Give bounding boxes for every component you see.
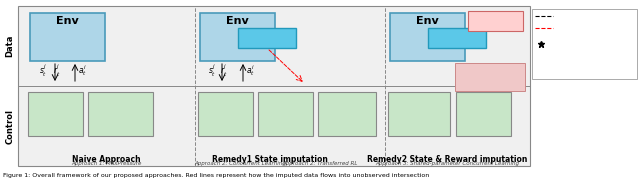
- Text: $a^i_t$: $a^i_t$: [77, 63, 86, 78]
- Bar: [455, 63, 525, 91]
- Text: $r^j_t$: $r^j_t$: [53, 62, 61, 79]
- Text: used for: used for: [555, 47, 582, 52]
- Text: — Data flow from Env: — Data flow from Env: [555, 14, 612, 18]
- Text: Fixed: Fixed: [111, 98, 131, 106]
- Text: Approach 2: Transferred RL: Approach 2: Transferred RL: [282, 161, 358, 167]
- Bar: [468, 11, 523, 31]
- Text: Pressure: Pressure: [271, 113, 300, 119]
- Text: Agent i: Agent i: [405, 98, 433, 106]
- Bar: [390, 13, 465, 61]
- Text: RL: RL: [51, 98, 60, 106]
- Text: $a^i_t$: $a^i_t$: [246, 63, 255, 78]
- Text: Imaginary
rollout: Imaginary rollout: [479, 16, 511, 26]
- Bar: [28, 92, 83, 136]
- Bar: [428, 28, 486, 48]
- Text: Approach 1: MaxPressure: Approach 1: MaxPressure: [71, 161, 141, 167]
- Text: Data: Data: [6, 35, 15, 57]
- Text: shared
Param: shared Param: [407, 119, 431, 132]
- Text: Remedy2 State & Reward imputation: Remedy2 State & Reward imputation: [367, 155, 528, 163]
- Bar: [30, 13, 105, 61]
- Text: Approach 3:: Approach 3:: [474, 70, 507, 75]
- Text: Agent k: Agent k: [272, 123, 299, 129]
- Bar: [18, 6, 530, 166]
- Text: Agent k: Agent k: [106, 121, 135, 131]
- Text: Shared-parameter with: Shared-parameter with: [458, 77, 522, 81]
- Bar: [456, 92, 511, 136]
- Text: Approach 3: Shared-parameter Concurrent Learning: Approach 3: Shared-parameter Concurrent …: [376, 161, 520, 167]
- Bar: [318, 92, 376, 136]
- Text: Time: Time: [111, 111, 130, 121]
- Text: * Imputed reward: * Imputed reward: [555, 41, 602, 47]
- Bar: [198, 92, 253, 136]
- Text: Figure 1: Overall framework of our proposed approaches. Red lines represent how : Figure 1: Overall framework of our propo…: [3, 172, 429, 178]
- Text: Env: Env: [56, 16, 79, 26]
- Bar: [258, 92, 313, 136]
- Text: $s^j_t$: $s^j_t$: [208, 62, 216, 79]
- Text: Imputation: Imputation: [435, 35, 479, 41]
- Bar: [200, 13, 275, 61]
- Bar: [88, 92, 153, 136]
- Text: imaginary rollout: imaginary rollout: [555, 54, 605, 58]
- Bar: [238, 28, 296, 48]
- Text: Imputation: Imputation: [245, 35, 289, 41]
- Text: Max: Max: [278, 99, 292, 105]
- Text: Remedy1 State imputation: Remedy1 State imputation: [212, 155, 328, 163]
- Text: RL: RL: [221, 98, 230, 106]
- Text: imputation: imputation: [555, 31, 589, 37]
- Text: Naive Approach: Naive Approach: [72, 155, 141, 163]
- Bar: [532, 9, 637, 79]
- Text: Control: Control: [6, 108, 15, 144]
- Text: Env: Env: [416, 16, 439, 26]
- Text: Agent k: Agent k: [468, 98, 499, 106]
- Text: with: with: [412, 113, 426, 119]
- Text: with shared $\theta$: with shared $\theta$: [325, 122, 369, 130]
- Text: RL: RL: [342, 99, 351, 105]
- Text: Agent j: Agent j: [42, 111, 69, 121]
- Bar: [388, 92, 450, 136]
- Text: Agent j: Agent j: [212, 111, 239, 121]
- Text: — Data after: — Data after: [555, 26, 589, 31]
- Text: Approach 2: Concurrent Learning: Approach 2: Concurrent Learning: [194, 161, 286, 167]
- Text: $i \in \mathcal{N}$, where $\mathcal{N}_o$ are: $i \in \mathcal{N}$, where $\mathcal{N}_…: [537, 60, 587, 68]
- Text: Env: Env: [226, 16, 249, 26]
- Text: all intersections: all intersections: [537, 68, 580, 73]
- Text: $s^j_t$: $s^j_t$: [39, 62, 47, 79]
- Text: $r^j_t$: $r^j_t$: [220, 62, 228, 79]
- Text: Agent j: Agent j: [335, 113, 360, 119]
- Text: all intersections: all intersections: [468, 83, 512, 89]
